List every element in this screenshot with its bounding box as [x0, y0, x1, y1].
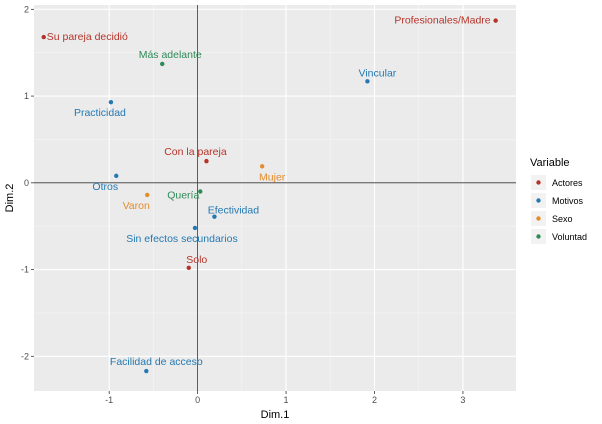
x-tick-label: 1	[284, 395, 289, 405]
x-tick-label: 3	[460, 395, 465, 405]
reference-lines	[34, 5, 516, 391]
point-label: Facilidad de acceso	[110, 356, 203, 368]
data-point	[145, 192, 150, 198]
point-label: Más adelante	[139, 49, 202, 61]
data-point	[144, 368, 149, 374]
point-label: Efectividad	[208, 205, 260, 217]
grid-major	[34, 5, 516, 391]
plot-panel	[34, 5, 516, 391]
y-tick-label: 2	[24, 4, 29, 14]
data-point	[212, 214, 217, 219]
legend: Variable Actores Motivos Sexo Voluntad	[530, 157, 587, 244]
data-point	[198, 189, 203, 194]
point-labels: Su pareja decidió Profesionales/Madre Con …	[47, 15, 491, 368]
point-label: Practicidad	[74, 107, 126, 119]
data-point	[192, 225, 198, 231]
legend-key-point	[536, 180, 541, 185]
point-label: Vincular	[359, 67, 397, 79]
y-tick-label: 0	[24, 178, 29, 188]
y-tick-label: 1	[24, 91, 29, 101]
y-tick-label: -2	[21, 351, 29, 361]
legend-key-point	[536, 198, 541, 203]
point-label: Otros	[92, 181, 118, 193]
data-point	[259, 164, 265, 169]
point-label: Con la pareja	[164, 146, 227, 158]
x-tick-label: 2	[372, 395, 377, 405]
legend-label: Actores	[552, 178, 583, 188]
x-tick-label: -1	[105, 395, 113, 405]
legend-label: Voluntad	[552, 232, 587, 242]
data-point	[114, 173, 119, 179]
data-point	[186, 265, 191, 271]
x-tick-label: 0	[195, 395, 200, 405]
point-label: Sin efectos secundarios	[126, 233, 237, 245]
point-label: Su pareja decidió	[47, 31, 128, 43]
data-point	[108, 99, 114, 105]
y-axis-title: Dim.2	[4, 184, 16, 213]
y-axis-ticks: -2 -1 0 1 2	[21, 4, 34, 361]
point-label: Profesionales/Madre	[394, 15, 490, 27]
grid-minor	[34, 5, 516, 391]
data-point	[160, 61, 165, 67]
x-axis-title: Dim.1	[261, 409, 290, 421]
point-label: Quería	[167, 189, 199, 201]
legend-key-point	[536, 216, 541, 221]
y-tick-label: -1	[21, 265, 29, 275]
point-label: Varon	[123, 200, 150, 212]
legend-label: Sexo	[552, 214, 573, 224]
legend-key-point	[536, 234, 541, 239]
x-axis-ticks: -1 0 1 2 3	[105, 391, 465, 405]
legend-title: Variable	[530, 157, 570, 169]
data-point	[204, 158, 209, 164]
data-point	[41, 34, 46, 40]
point-label: Solo	[186, 254, 207, 266]
legend-entries: Actores Motivos Sexo Voluntad	[531, 175, 587, 244]
data-point	[365, 79, 370, 84]
point-label: Mujer	[259, 171, 286, 183]
data-points	[41, 18, 498, 374]
legend-label: Motivos	[552, 196, 584, 206]
data-point	[493, 18, 498, 23]
